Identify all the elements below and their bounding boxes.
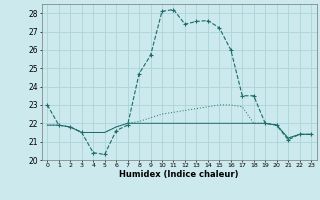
X-axis label: Humidex (Indice chaleur): Humidex (Indice chaleur)	[119, 170, 239, 179]
